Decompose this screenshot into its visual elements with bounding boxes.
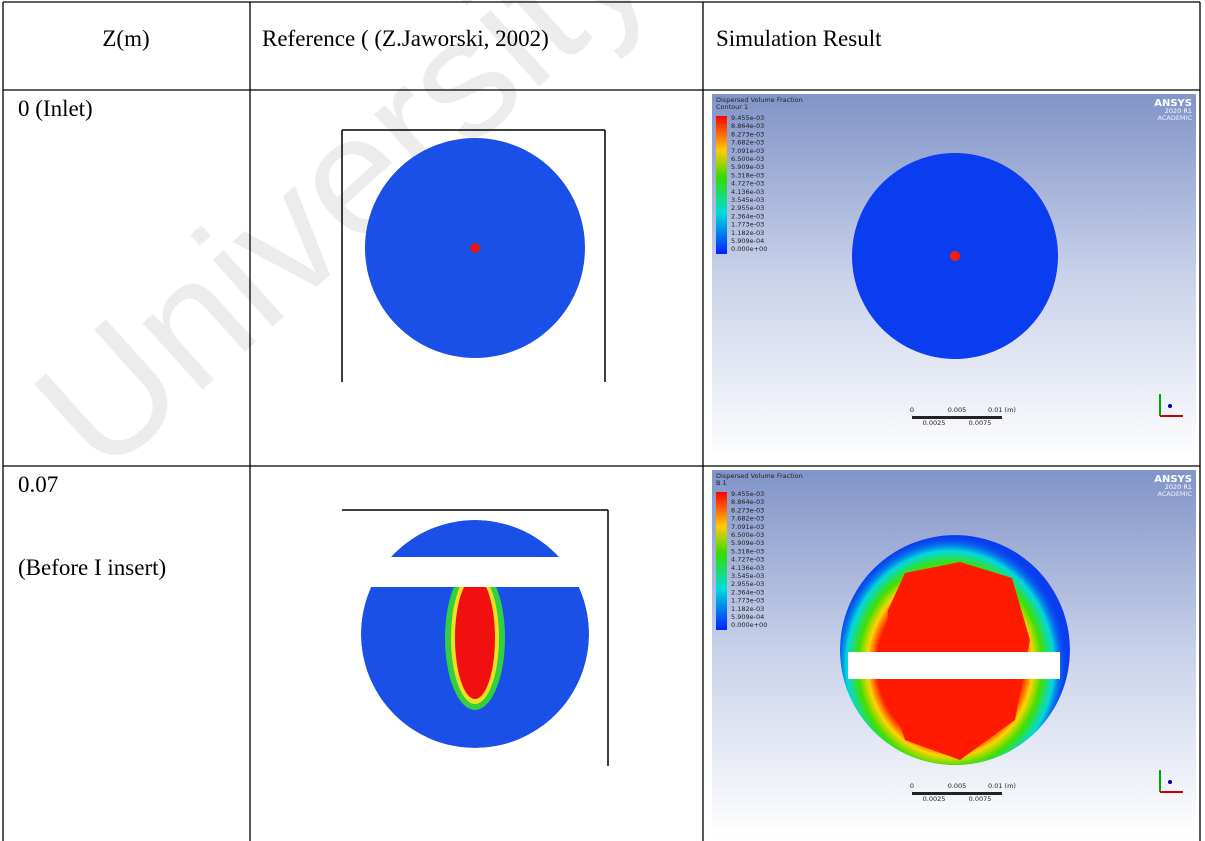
legend-label: 5.909e-03 — [731, 539, 764, 547]
legend-label: 9.455e-03 — [731, 114, 764, 122]
legend-label: 7.091e-03 — [731, 523, 764, 531]
header-cell: Simulation Result — [716, 26, 882, 51]
legend-label: 4.136e-03 — [731, 188, 764, 196]
legend-label: 1.182e-03 — [731, 229, 764, 237]
document: University Z(m) Reference ( (Z.Jaworski,… — [0, 0, 1205, 841]
legend-label: 5.909e-03 — [731, 163, 764, 171]
edition: ACADEMIC — [1158, 490, 1193, 498]
legend-label: 1.773e-03 — [731, 221, 764, 229]
legend-label: 1.182e-03 — [731, 605, 764, 613]
legend-label: 2.364e-03 — [731, 212, 764, 220]
row-label: (Before I insert) — [18, 555, 166, 580]
scale-label: 0 — [910, 406, 914, 414]
legend-label: 2.955e-03 — [731, 204, 764, 212]
color-bar — [716, 116, 727, 254]
legend-label: 5.318e-03 — [731, 171, 764, 179]
axis-triad — [1168, 404, 1172, 408]
plot-subtitle: Contour 1 — [716, 103, 748, 111]
legend-label: 4.727e-03 — [731, 556, 764, 564]
row-label: 0 (Inlet) — [18, 96, 93, 121]
legend-label: 3.545e-03 — [731, 572, 764, 580]
scale-label: 0.01 (m) — [988, 406, 1016, 414]
scale-label: 0.0025 — [923, 795, 946, 803]
color-bar — [716, 492, 727, 630]
row-label: 0.07 — [18, 472, 58, 497]
scale-label: 0.0025 — [923, 419, 946, 427]
legend-label: 8.273e-03 — [731, 130, 764, 138]
legend-label: 8.273e-03 — [731, 506, 764, 514]
legend-label: 5.909e-04 — [731, 237, 764, 245]
legend-label: 6.500e-03 — [731, 531, 764, 539]
legend-label: 4.136e-03 — [731, 564, 764, 572]
legend-label: 8.864e-03 — [731, 122, 764, 130]
legend-label: 7.682e-03 — [731, 139, 764, 147]
legend-label: 2.364e-03 — [731, 588, 764, 596]
legend-label: 5.909e-04 — [731, 613, 764, 621]
header-cell: Reference ( (Z.Jaworski, 2002) — [262, 26, 549, 51]
scale-label: 0.0075 — [969, 795, 992, 803]
scale-label: 0.01 (m) — [988, 782, 1016, 790]
plot-title: Dispersed Volume Fraction — [716, 472, 803, 480]
legend-label: 1.773e-03 — [731, 597, 764, 605]
legend-label: 3.545e-03 — [731, 196, 764, 204]
legend-label: 7.091e-03 — [731, 147, 764, 155]
legend-label: 4.727e-03 — [731, 180, 764, 188]
plot-subtitle: B 1 — [716, 479, 727, 487]
legend-label: 8.864e-03 — [731, 498, 764, 506]
legend-label: 9.455e-03 — [731, 490, 764, 498]
scale-label: 0.005 — [948, 406, 967, 414]
legend-label: 6.500e-03 — [731, 155, 764, 163]
legend-label: 2.955e-03 — [731, 580, 764, 588]
legend-label: 7.682e-03 — [731, 515, 764, 523]
reference-image — [342, 510, 608, 766]
header-cell: Z(m) — [102, 26, 149, 51]
scale-label: 0 — [910, 782, 914, 790]
scale-label: 0.0075 — [969, 419, 992, 427]
scale-label: 0.005 — [948, 782, 967, 790]
edition: ACADEMIC — [1158, 114, 1193, 122]
page: {"watermark": "University", "table": {"h… — [0, 0, 1205, 841]
legend-label: 0.000e+00 — [731, 245, 767, 253]
axis-triad — [1168, 780, 1172, 784]
legend-label: 5.318e-03 — [731, 547, 764, 555]
legend-label: 0.000e+00 — [731, 621, 767, 629]
